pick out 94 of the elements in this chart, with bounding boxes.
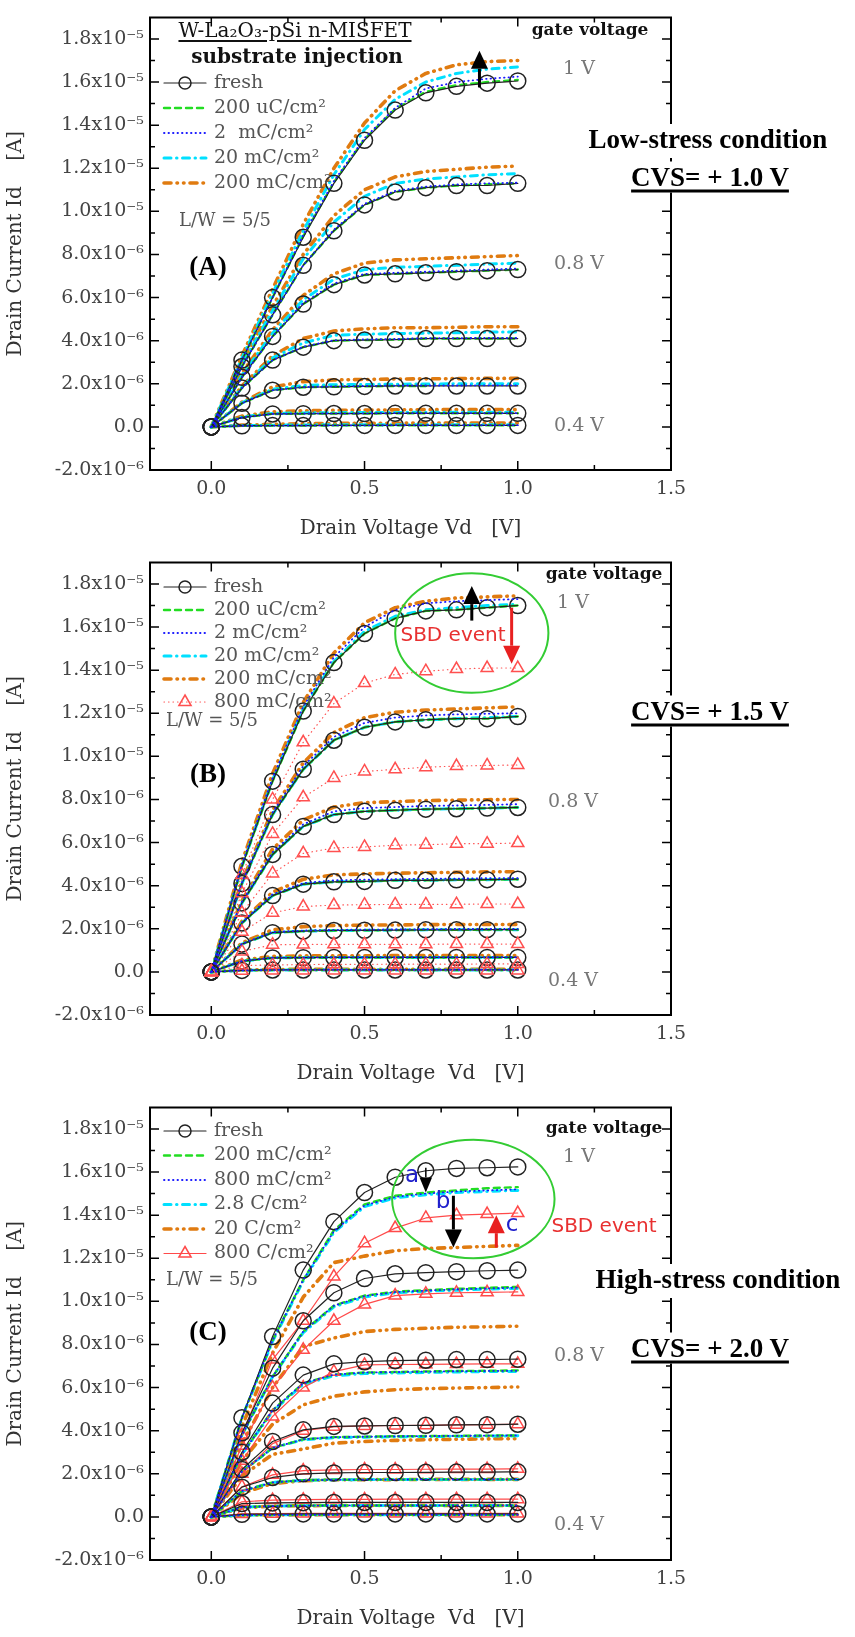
annotation: gate voltage xyxy=(545,563,663,584)
y-tick-label: 1.0x10⁻⁵ xyxy=(61,198,144,221)
x-tick-label: 0.0 xyxy=(196,476,227,499)
annotation: L/W = 5/5 xyxy=(165,1267,259,1289)
y-tick-label: 1.4x10⁻⁵ xyxy=(61,112,144,135)
y-tick-label: 2.0x10⁻⁶ xyxy=(61,915,145,938)
text: substrate injection xyxy=(191,44,404,69)
y-axis-title: Drain Current Id [A] xyxy=(2,675,27,902)
annotation: (C) xyxy=(189,1315,227,1346)
y-tick-label: 6.0x10⁻⁶ xyxy=(61,284,145,307)
y-tick-label: 0.0 xyxy=(113,1503,144,1526)
y-tick-label: 1.4x10⁻⁵ xyxy=(61,1202,144,1225)
y-tick-label: 1.8x10⁻⁵ xyxy=(61,570,144,593)
y-tick-label: 1.2x10⁻⁵ xyxy=(61,1245,144,1268)
legend-label: 2 mC/cm² xyxy=(214,119,314,142)
legend-label: fresh xyxy=(214,573,264,596)
x-tick-label: 0.5 xyxy=(349,476,380,499)
y-tick-label: 1.2x10⁻⁵ xyxy=(61,700,144,723)
x-tick-label: 0.5 xyxy=(349,1021,380,1044)
legend-label: 20 mC/cm² xyxy=(214,144,320,167)
y-tick-label: 1.2x10⁻⁵ xyxy=(61,155,144,178)
legend-label: 800 C/cm² xyxy=(214,1240,314,1263)
x-tick-label: 1.5 xyxy=(655,1566,687,1589)
annotation: High-stress condition xyxy=(595,1263,841,1294)
annotation: 1 V xyxy=(563,1143,596,1166)
y-tick-label: 4.0x10⁻⁶ xyxy=(61,872,145,895)
annotation: CVS= + 1.5 V xyxy=(628,695,792,727)
annotation: Low-stress condition xyxy=(588,123,828,154)
y-tick-label: 4.0x10⁻⁶ xyxy=(61,1417,145,1440)
annotation: SBD event xyxy=(551,1213,657,1238)
annotation: 0.4 V xyxy=(548,967,599,990)
y-tick-label: 0.0 xyxy=(113,413,144,436)
annotation: CVS= + 2.0 V xyxy=(628,1332,792,1364)
annotation: 0.8 V xyxy=(554,1342,605,1365)
legend-label: 800 mC/cm² xyxy=(214,1166,332,1189)
y-tick-label: -2.0x10⁻⁶ xyxy=(54,456,145,479)
y-tick-label: 1.4x10⁻⁵ xyxy=(61,657,144,680)
y-tick-label: 6.0x10⁻⁶ xyxy=(61,1374,145,1397)
annotation: L/W = 5/5 xyxy=(178,208,272,230)
annotation: 0.8 V xyxy=(548,788,599,811)
x-tick-label: 1.0 xyxy=(502,1021,533,1044)
x-tick-label: 0.0 xyxy=(196,1566,227,1589)
y-axis-title: Drain Current Id [A] xyxy=(2,130,27,357)
x-tick-label: 1.0 xyxy=(502,1566,533,1589)
y-tick-label: 8.0x10⁻⁶ xyxy=(61,1331,145,1354)
x-axis-title: Drain Voltage Vd [V] xyxy=(296,1605,525,1630)
y-axis-title: Drain Current Id [A] xyxy=(2,1220,27,1447)
y-tick-label: 8.0x10⁻⁶ xyxy=(61,786,145,809)
y-tick-label: 1.6x10⁻⁵ xyxy=(61,68,144,91)
y-tick-label: -2.0x10⁻⁶ xyxy=(54,1001,145,1024)
legend-label: 200 mC/cm² xyxy=(214,1142,332,1165)
x-axis-title: Drain Voltage Vd [V] xyxy=(299,515,522,540)
legend-label: fresh xyxy=(214,69,264,92)
legend-label: fresh xyxy=(214,1117,264,1140)
legend-label: 20 mC/cm² xyxy=(214,642,320,665)
y-tick-label: 1.8x10⁻⁵ xyxy=(61,1115,144,1138)
annotation: gate voltage xyxy=(531,19,649,40)
annotation: 1 V xyxy=(563,55,596,78)
y-tick-label: 2.0x10⁻⁶ xyxy=(61,1460,145,1483)
x-axis-title: Drain Voltage Vd [V] xyxy=(296,1060,525,1085)
x-tick-label: 1.5 xyxy=(655,1021,687,1044)
annotation: SBD event xyxy=(400,622,506,647)
y-tick-label: 0.0 xyxy=(113,958,144,981)
annotation: 0.4 V xyxy=(554,1511,605,1534)
y-tick-label: 6.0x10⁻⁶ xyxy=(61,829,145,852)
annotation: (A) xyxy=(189,250,227,281)
chart-title: W-La₂O₃-pSi n-MISFET xyxy=(178,18,412,42)
x-tick-label: 0.0 xyxy=(196,1021,227,1044)
annotation: b xyxy=(435,1186,451,1213)
x-tick-label: 1.0 xyxy=(502,476,533,499)
annotation: 1 V xyxy=(557,589,590,612)
annotation: 0.8 V xyxy=(554,250,605,273)
legend-label: 20 C/cm² xyxy=(214,1215,302,1238)
y-tick-label: 1.6x10⁻⁵ xyxy=(61,1158,144,1181)
annotation: 0.4 V xyxy=(554,412,605,435)
y-tick-label: 1.0x10⁻⁵ xyxy=(61,1288,144,1311)
legend-label: 200 uC/cm² xyxy=(214,596,326,619)
y-tick-label: 8.0x10⁻⁶ xyxy=(61,241,145,264)
annotation: CVS= + 1.0 V xyxy=(628,161,792,193)
annotation: L/W = 5/5 xyxy=(165,708,259,730)
legend-label: 2.8 C/cm² xyxy=(214,1191,308,1214)
y-tick-label: 1.0x10⁻⁵ xyxy=(61,743,144,766)
y-tick-label: 1.6x10⁻⁵ xyxy=(61,613,144,636)
y-tick-label: 2.0x10⁻⁶ xyxy=(61,370,145,393)
y-tick-label: -2.0x10⁻⁶ xyxy=(54,1546,145,1569)
annotation: (B) xyxy=(190,757,226,788)
legend-label: 2 mC/cm² xyxy=(214,619,308,642)
legend-label: 200 uC/cm² xyxy=(214,94,326,117)
x-tick-label: 0.5 xyxy=(349,1566,380,1589)
annotation: gate voltage xyxy=(545,1117,663,1138)
annotation: c xyxy=(505,1209,519,1236)
y-tick-label: 1.8x10⁻⁵ xyxy=(61,25,144,48)
x-tick-label: 1.5 xyxy=(655,476,687,499)
y-tick-label: 4.0x10⁻⁶ xyxy=(61,327,145,350)
